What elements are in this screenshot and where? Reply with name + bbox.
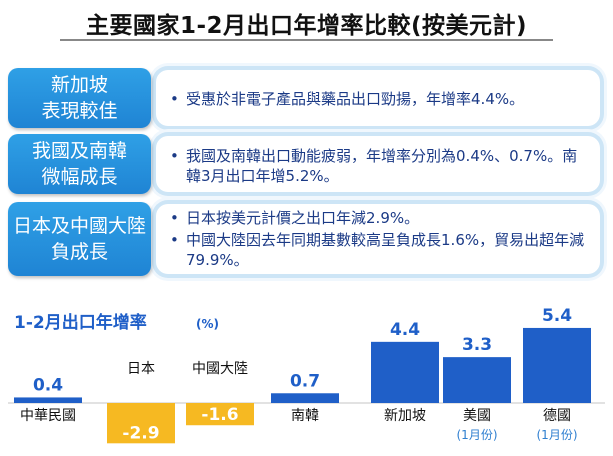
bullet-icon: • xyxy=(170,147,179,165)
bar-value-label: 4.4 xyxy=(390,320,420,340)
bullet-text: 受惠於非電子產品與藥品出口勁揚，年增率4.4%。 xyxy=(186,90,525,108)
bullet-text: 我國及南韓出口動能疲弱，年增率分別為0.4%、0.7%。南韓3月出口年增5.2%… xyxy=(186,147,578,185)
bullet-item: • 我國及南韓出口動能疲弱，年增率分別為0.4%、0.7%。南韓3月出口年增5.… xyxy=(170,146,585,186)
category-note: (1月份) xyxy=(457,428,498,442)
bar-positive xyxy=(443,357,511,403)
category-tag: 日本及中國大陸 負成長 xyxy=(8,202,151,276)
summary-panel xyxy=(156,204,600,274)
chart-unit: (%) xyxy=(196,317,219,331)
summary-row-taiwan-korea: 我國及南韓 微幅成長 • 我國及南韓出口動能疲弱，年增率分別為0.4%、0.7%… xyxy=(8,134,600,194)
summary-row-japan-china: 日本及中國大陸 負成長 • 日本按美元計價之出口年減2.9%。 • 中國大陸因去… xyxy=(8,202,600,276)
bar-value-label: 0.7 xyxy=(290,371,320,391)
bullet-text: 中國大陸因去年同期基數較高呈負成長1.6%，貿易出超年減79.9%。 xyxy=(186,231,585,269)
title-divider xyxy=(60,39,553,41)
bar-positive xyxy=(371,341,439,403)
bar-negative xyxy=(186,403,254,426)
bullet-icon: • xyxy=(170,209,179,227)
bar-value-label: 5.4 xyxy=(542,306,572,326)
tag-line: 新加坡 xyxy=(50,74,108,96)
category-tag: 新加坡 表現較佳 xyxy=(8,68,151,128)
category-tag: 我國及南韓 微幅成長 xyxy=(8,134,151,194)
bar-group: 0.4 中華民國 -2.9 日本 -1.6 中國大陸 0.7 南韓 4.4 新加坡 3.3 美國 (1月… xyxy=(14,306,591,444)
bar-positive xyxy=(523,327,591,403)
bar-value-label: -2.9 xyxy=(122,423,159,443)
bar-value-label: 0.4 xyxy=(33,375,63,395)
bullet-icon: • xyxy=(170,231,179,249)
category-note: (1月份) xyxy=(537,428,578,442)
bar-positive xyxy=(271,393,339,403)
bar-positive xyxy=(14,397,82,403)
page-title: 主要國家1-2月出口年增率比較(按美元計) xyxy=(85,13,528,39)
bullet-text: 日本按美元計價之出口年減2.9%。 xyxy=(186,209,420,227)
category-label: 德國 xyxy=(543,408,571,424)
tag-line: 微幅成長 xyxy=(41,166,118,188)
bar-value-label: 3.3 xyxy=(462,335,492,355)
bullet-item: • 中國大陸因去年同期基數較高呈負成長1.6%，貿易出超年減79.9%。 xyxy=(170,230,595,270)
category-label: 南韓 xyxy=(291,408,319,424)
bullet-icon: • xyxy=(170,90,179,108)
bullet-item: • 日本按美元計價之出口年減2.9%。 xyxy=(170,208,595,228)
bar-negative xyxy=(107,403,175,444)
chart-title: 1-2月出口年增率 xyxy=(14,312,147,333)
category-label: 中華民國 xyxy=(20,408,76,424)
bullet-item: • 受惠於非電子產品與藥品出口勁揚，年增率4.4%。 xyxy=(170,89,590,109)
category-label: 美國 xyxy=(463,408,491,424)
category-label: 中國大陸 xyxy=(192,361,248,377)
tag-line: 表現較佳 xyxy=(41,100,118,122)
tag-line: 日本及中國大陸 xyxy=(12,215,146,237)
category-label: 新加坡 xyxy=(384,408,426,424)
summary-row-singapore: 新加坡 表現較佳 • 受惠於非電子產品與藥品出口勁揚，年增率4.4%。 xyxy=(8,68,600,128)
summary-panel xyxy=(156,136,600,192)
tag-line: 負成長 xyxy=(50,241,108,263)
tag-line: 我國及南韓 xyxy=(31,140,127,162)
export-growth-bar-chart: 1-2月出口年增率 (%) 0.4 中華民國 -2.9 日本 -1.6 中國大陸 0.7 南韓… xyxy=(8,306,605,444)
category-label: 日本 xyxy=(127,361,155,377)
summary-panel xyxy=(156,70,600,126)
bar-value-label: -1.6 xyxy=(201,405,238,425)
